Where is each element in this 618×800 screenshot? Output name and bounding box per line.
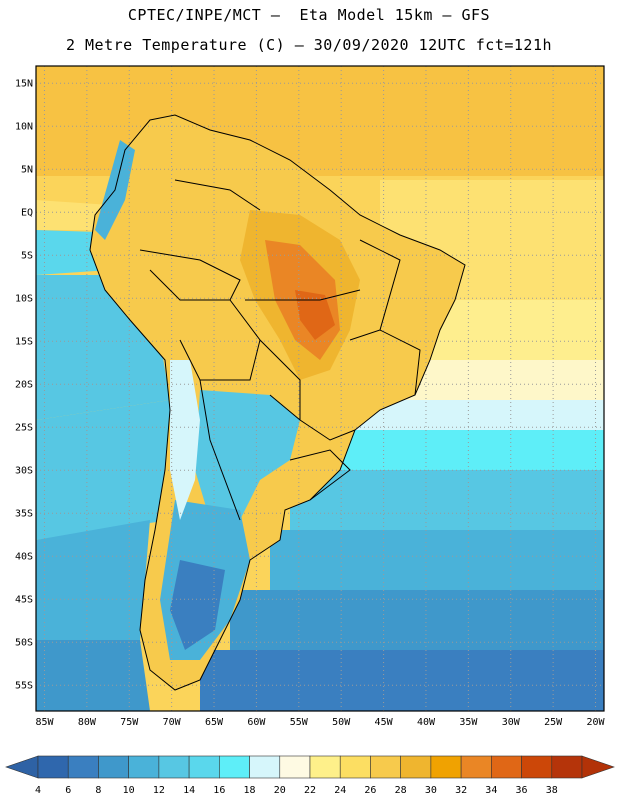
title-line-2: 2 Metre Temperature (C) – 30/09/2020 12U… (65, 36, 553, 54)
colorbar-swatch (37, 755, 69, 779)
colorbar-swatch (491, 755, 522, 779)
latitude-label: 20S (15, 380, 33, 391)
latitude-label: 10S (15, 294, 33, 305)
latitude-label: 30S (15, 466, 33, 477)
latitude-label: 10N (15, 122, 33, 133)
colorbar-swatch (309, 755, 341, 779)
colorbar-tick-label: 26 (364, 785, 376, 796)
latitude-label: 5N (21, 165, 33, 176)
colorbar-swatch (551, 755, 583, 779)
latitude-label: 50S (15, 638, 33, 649)
colorbar-tick-label: 30 (425, 785, 437, 796)
latitude-label: 40S (15, 552, 33, 563)
colorbar-swatch (188, 755, 220, 779)
colorbar-high-arrow (581, 755, 615, 779)
colorbar-swatch (370, 755, 401, 779)
colorbar-tick-label: 16 (213, 785, 225, 796)
colorbar-swatch (98, 755, 129, 779)
colorbar-swatch (430, 755, 462, 779)
colorbar-swatch (521, 755, 553, 779)
title-line-1: CPTEC/INPE/MCT – Eta Model 15km – GFS (127, 6, 491, 24)
longitude-label: 65W (205, 717, 224, 728)
colorbar-swatch (128, 755, 160, 779)
longitude-labels: 85W 80W 75W 70W 65W 60W 55W 50W 45W 40W 35W 30W 25W 2… (35, 717, 605, 728)
colorbar-tick-label: 4 (35, 785, 41, 796)
longitude-label: 25W (544, 717, 563, 728)
longitude-label: 75W (120, 717, 139, 728)
longitude-label: 50W (332, 717, 351, 728)
colorbar-tick-label: 38 (546, 785, 558, 796)
colorbar-tick-label: 20 (274, 785, 286, 796)
longitude-label: 80W (78, 717, 97, 728)
colorbar-tick-label: 8 (95, 785, 101, 796)
colorbar-tick-label: 24 (334, 785, 346, 796)
colorbar-swatch (67, 755, 99, 779)
colorbar-swatch (279, 755, 311, 779)
longitude-label: 85W (35, 717, 54, 728)
colorbar-tick-label: 34 (485, 785, 497, 796)
latitude-label: EQ (21, 208, 33, 219)
colorbar-tick-label: 12 (153, 785, 165, 796)
latitude-label: 55S (15, 681, 33, 692)
latitude-label: 5S (21, 251, 33, 262)
map-frame (35, 65, 605, 712)
latitude-label: 35S (15, 509, 33, 520)
colorbar: 4 6 8 10 12 14 16 18 20 22 24 26 28 30 32 34 36 38 (5, 755, 615, 796)
latitude-labels: 15N 10N 5N EQ 5S 10S 15S 20S 25S 30S 35S 40S 45S 50S 5… (15, 79, 33, 692)
longitude-label: 40W (417, 717, 436, 728)
colorbar-swatch (339, 755, 371, 779)
colorbar-tick-label: 22 (304, 785, 316, 796)
colorbar-tick-label: 6 (65, 785, 71, 796)
colorbar-swatch (158, 755, 190, 779)
graticule (36, 66, 604, 711)
colorbar-swatch (460, 755, 492, 779)
colorbar-tick-label: 10 (123, 785, 135, 796)
latitude-label: 15N (15, 79, 33, 90)
colorbar-swatch (400, 755, 432, 779)
longitude-label: 70W (163, 717, 182, 728)
colorbar-tick-label: 14 (183, 785, 195, 796)
colorbar-tick-label: 18 (244, 785, 256, 796)
longitude-label: 30W (502, 717, 521, 728)
colorbar-tick-label: 28 (395, 785, 407, 796)
longitude-label: 45W (375, 717, 394, 728)
longitude-label: 55W (290, 717, 309, 728)
longitude-label: 20W (586, 717, 605, 728)
colorbar-tick-label: 36 (516, 785, 528, 796)
temperature-field (36, 66, 604, 711)
colorbar-tick-label: 32 (455, 785, 467, 796)
longitude-label: 35W (459, 717, 478, 728)
colorbar-low-arrow (5, 755, 39, 779)
latitude-label: 15S (15, 337, 33, 348)
longitude-label: 60W (247, 717, 266, 728)
latitude-label: 25S (15, 423, 33, 434)
latitude-label: 45S (15, 595, 33, 606)
colorbar-swatch (219, 755, 250, 779)
colorbar-swatch (249, 755, 281, 779)
country-borders (89, 114, 466, 691)
